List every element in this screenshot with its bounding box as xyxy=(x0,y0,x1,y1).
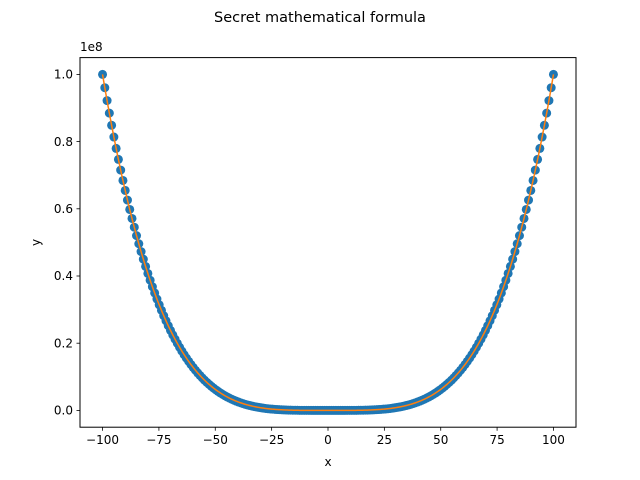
y-axis: 0.0 0.2 0.4 0.6 0.8 1.0 xyxy=(54,68,80,418)
y-axis-offset-label: 1e8 xyxy=(80,40,103,54)
y-tick-label: 1.0 xyxy=(54,68,73,82)
chart-title: Secret mathematical formula xyxy=(214,10,426,26)
x-axis-label: x xyxy=(324,455,331,469)
y-axis-label: y xyxy=(29,239,43,246)
x-tick-label: 50 xyxy=(433,433,448,447)
scatter-series xyxy=(98,69,558,415)
x-tick-label: −50 xyxy=(203,433,228,447)
x-tick-label: 75 xyxy=(489,433,504,447)
y-tick-label: 0.4 xyxy=(54,269,73,283)
x-axis: −100 −75 −50 −25 0 25 50 75 100 xyxy=(86,427,565,447)
y-tick-label: 0.8 xyxy=(54,135,73,149)
y-tick-label: 0.2 xyxy=(54,336,73,350)
line-path xyxy=(101,74,555,412)
x-tick-label: −75 xyxy=(146,433,171,447)
x-tick-label: 100 xyxy=(542,433,565,447)
plot-frame xyxy=(79,57,577,428)
y-tick-label: 0.6 xyxy=(54,202,73,216)
x-tick-label: 0 xyxy=(324,433,332,447)
y-tick-label: 0.0 xyxy=(54,404,73,418)
x-tick-label: −25 xyxy=(259,433,284,447)
x-tick-label: 25 xyxy=(377,433,392,447)
x-tick-label: −100 xyxy=(86,433,119,447)
line-series xyxy=(101,74,555,412)
